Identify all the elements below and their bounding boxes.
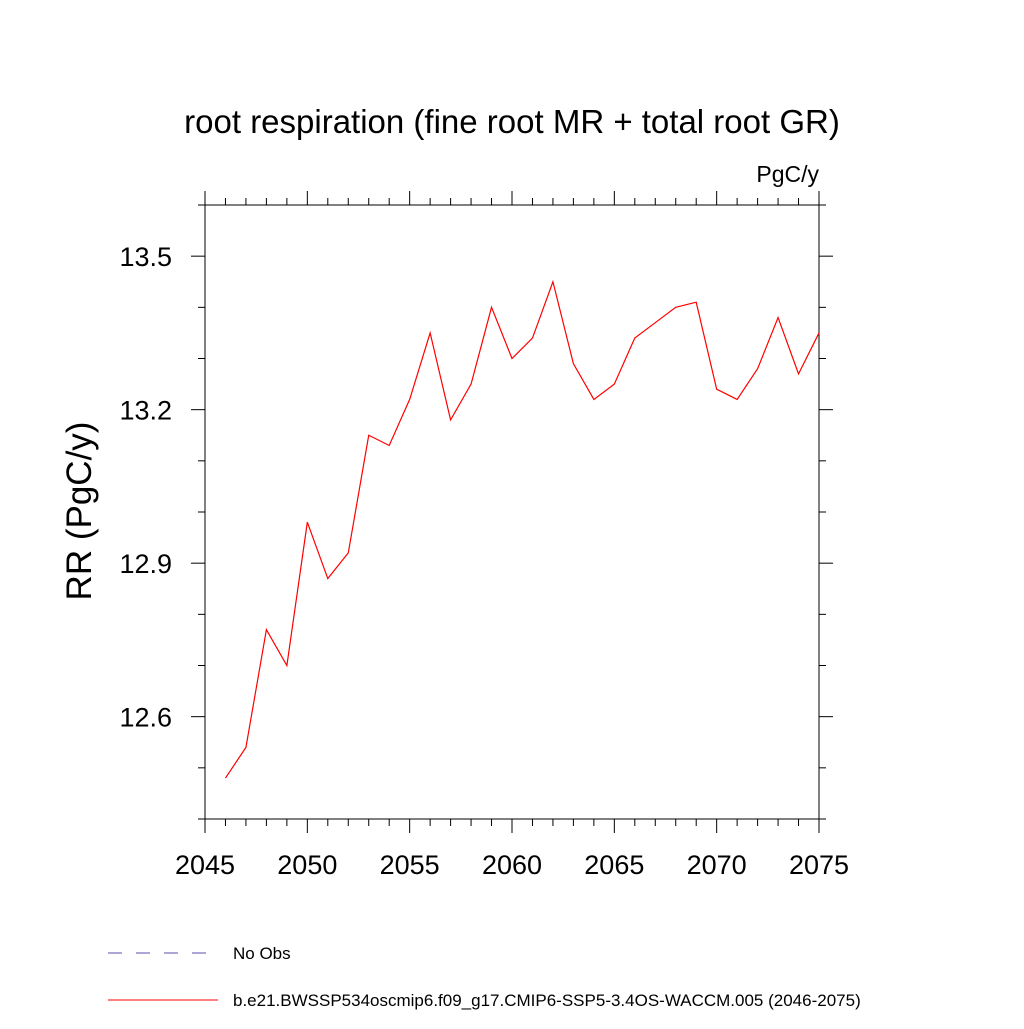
- x-tick-label: 2045: [175, 850, 235, 880]
- plot-frame: [204, 204, 820, 820]
- x-tick-label: 2055: [380, 850, 440, 880]
- series-group: [224, 279, 820, 779]
- x-tick-label: 2075: [789, 850, 849, 880]
- y-tick-label: 13.5: [119, 242, 172, 272]
- y-axis-ticks: [191, 204, 833, 820]
- y-tick-label: 12.9: [119, 549, 172, 579]
- y-axis-tick-labels: 12.6 12.9 13.2 13.5: [119, 242, 172, 733]
- series-line: [224, 279, 820, 779]
- legend: No Obs b.e21.BWSSP534oscmip6.f09_g17.CMI…: [108, 944, 861, 1010]
- chart-title: root respiration (fine root MR + total r…: [184, 103, 840, 140]
- units-label: PgC/y: [756, 161, 819, 187]
- x-tick-label: 2065: [584, 850, 644, 880]
- x-tick-label: 2060: [482, 850, 542, 880]
- legend-label-no-obs: No Obs: [233, 944, 291, 963]
- legend-label-series: b.e21.BWSSP534oscmip6.f09_g17.CMIP6-SSP5…: [233, 991, 861, 1010]
- x-axis-ticks: [204, 191, 820, 833]
- y-tick-label: 13.2: [119, 396, 172, 426]
- y-tick-label: 12.6: [119, 703, 172, 733]
- x-axis-tick-labels: 2045 2050 2055 2060 2065 2070 2075: [175, 850, 849, 880]
- y-axis-label: RR (PgC/y): [60, 422, 99, 601]
- x-tick-label: 2050: [277, 850, 337, 880]
- x-tick-label: 2070: [687, 850, 747, 880]
